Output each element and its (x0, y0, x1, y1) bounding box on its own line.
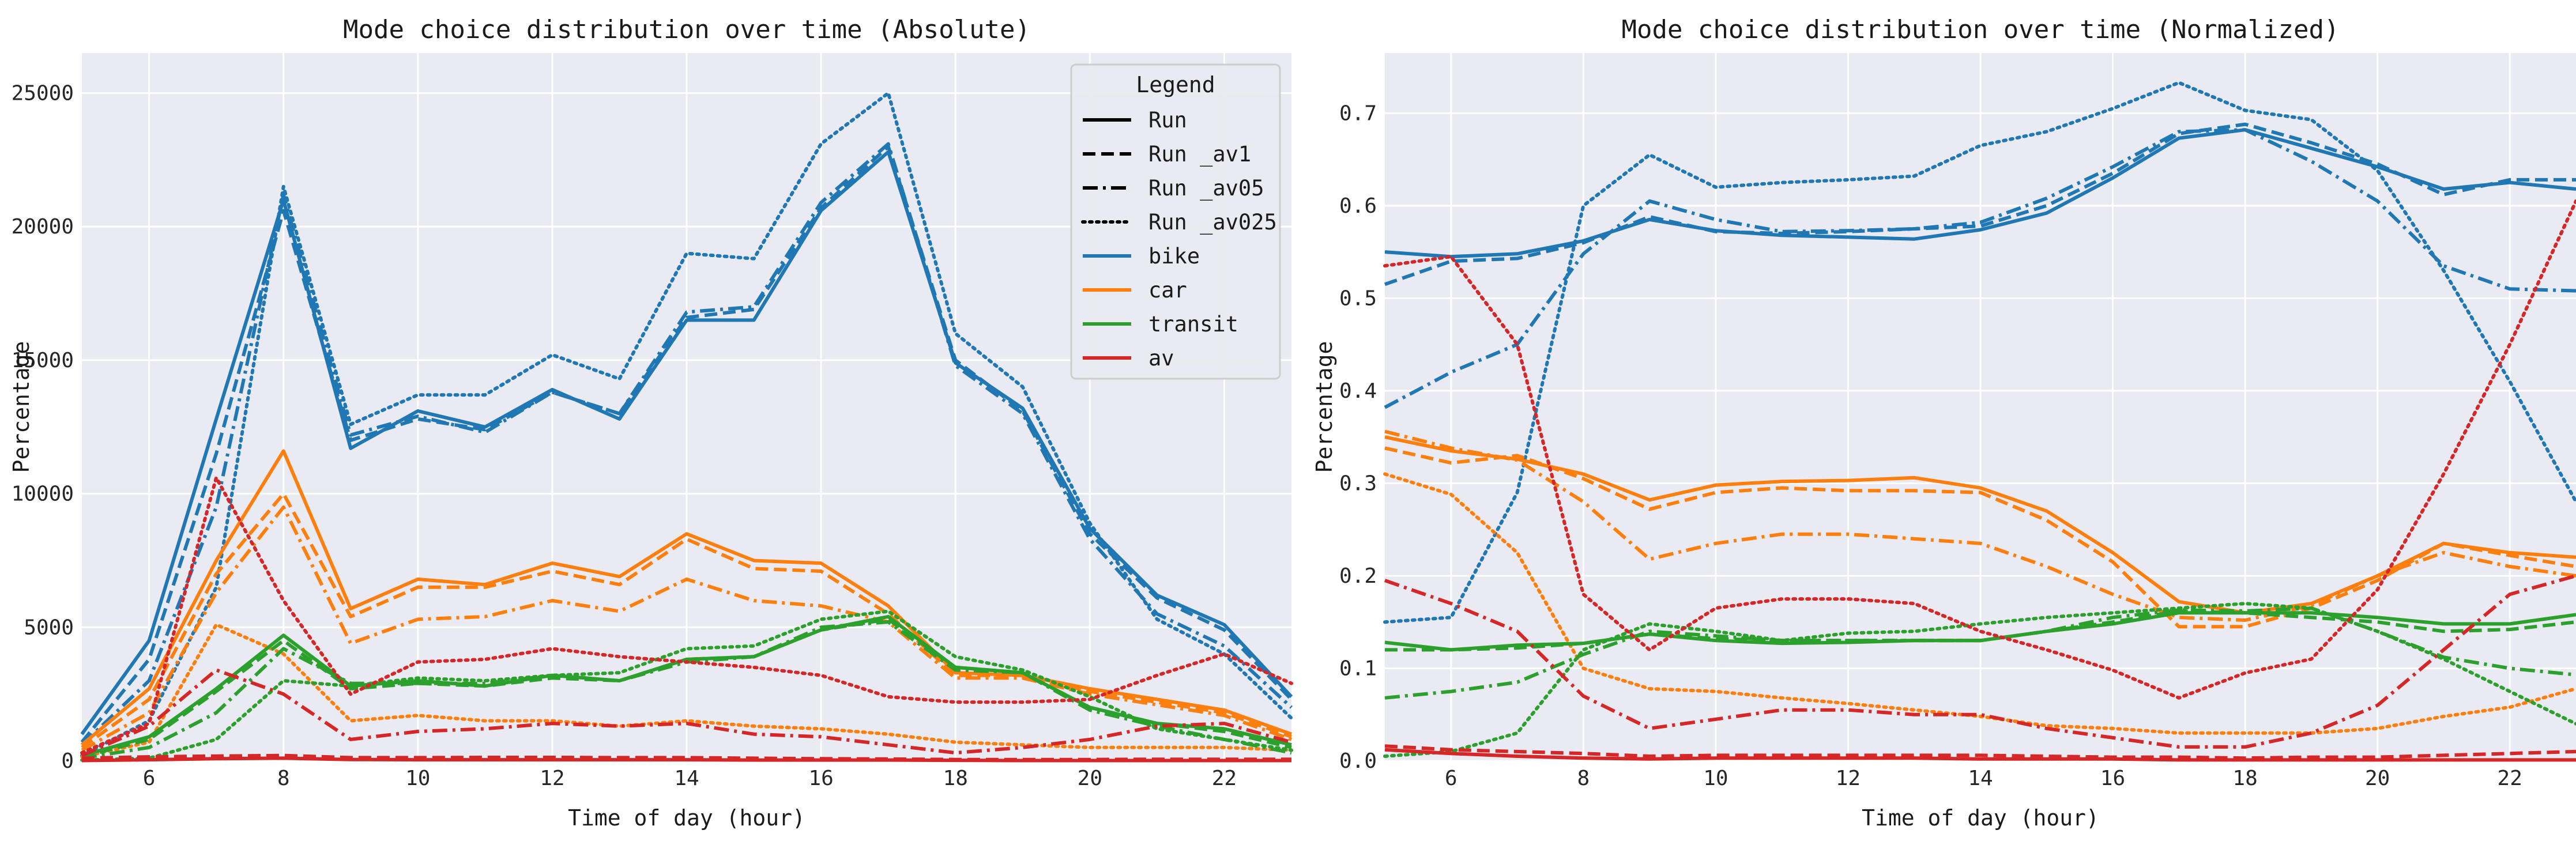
x-tick-label: 10 (1703, 767, 1728, 790)
x-tick-label: 22 (2498, 767, 2522, 790)
y-tick-label: 0.3 (1339, 471, 1377, 495)
series-line-bike-run_av1 (1384, 122, 2576, 286)
legend: Legend Run Run _av1 Run _av05 Run _av025bik… (1070, 63, 1281, 380)
x-tick-label: 6 (1445, 767, 1458, 790)
x-tick-label: 22 (1212, 767, 1237, 790)
legend-label: Run (1148, 108, 1187, 133)
series-line-transit-run_av1 (81, 617, 1292, 759)
y-tick-label: 10000 (12, 482, 74, 506)
y-tick-label: 0.2 (1339, 564, 1377, 588)
y-tick-label: 20000 (12, 215, 74, 239)
y-tick-label: 25000 (12, 82, 74, 105)
y-tick-label: 0.4 (1339, 379, 1377, 403)
series-line-bike-run_av1 (80, 145, 1293, 744)
y-tick-label: 15000 (12, 349, 74, 372)
legend-label: Run _av05 (1148, 176, 1264, 201)
series-line-av-run_av1 (1384, 744, 2576, 760)
series-line-bike-run_av05 (1384, 128, 2576, 409)
x-tick-label: 8 (277, 767, 290, 790)
legend-box (1070, 63, 1281, 380)
series-line-bike-run_av025 (80, 91, 1293, 757)
series-line-transit-run_av025 (80, 609, 1293, 762)
legend-label: transit (1148, 312, 1238, 337)
series-line-av-run_av05 (81, 668, 1292, 757)
y-tick-label: 0 (61, 749, 74, 773)
x-tick-label: 16 (2100, 767, 2125, 790)
legend-label: Run _av1 (1148, 142, 1251, 167)
series-line-car-run_av025 (80, 623, 1293, 759)
x-tick-label: 14 (674, 767, 699, 790)
series-line-car-run_av05 (81, 505, 1293, 752)
y-tick-label: 0.7 (1339, 101, 1377, 125)
chart-normalized: 6 8 10 12 14 16 18 20 22 0.0 0.1 0.2 0.3 0.4 0.5 0.6 0.7… (1312, 15, 2576, 831)
legend-label: car (1148, 278, 1187, 303)
series-line-av-run_av1 (81, 753, 1291, 761)
x-tick-label: 12 (540, 767, 564, 790)
series-line-car-run_av05 (1384, 429, 2576, 622)
x-tick-label: 18 (943, 767, 968, 790)
y-tick-label: 0.5 (1339, 286, 1377, 310)
series-line-av-run (1384, 748, 2576, 762)
x-tick-label: 14 (1968, 767, 1993, 790)
series-line-av-run_av025 (1383, 199, 2576, 700)
y-axis-label-absolute: Percentage (9, 341, 34, 473)
chart-title-normalized: Mode choice distribution over time (Norm… (1621, 15, 2339, 44)
legend-label: av (1148, 346, 1174, 371)
x-tick-label: 6 (143, 767, 156, 790)
y-tick-label: 0.6 (1339, 194, 1377, 218)
legend-title: Legend (1136, 72, 1215, 97)
x-tick-label: 20 (2365, 767, 2390, 790)
series-line-car-run_av1 (81, 492, 1293, 749)
legend-label: Run _av025 (1148, 210, 1277, 235)
series-line-av-run_av05 (1384, 574, 2576, 749)
x-tick-label: 18 (2232, 767, 2257, 790)
series-line-car-run (81, 449, 1293, 746)
y-tick-label: 0.0 (1339, 749, 1377, 773)
x-tick-label: 8 (1577, 767, 1590, 790)
y-tick-label: 0.1 (1339, 657, 1377, 680)
x-tick-label: 16 (808, 767, 833, 790)
series-line-car-run_av1 (1384, 446, 2576, 629)
x-tick-label: 20 (1078, 767, 1102, 790)
series-line-bike-run_av025 (1383, 81, 2576, 624)
legend-label: bike (1148, 244, 1200, 269)
series-line-transit-run_av025 (1383, 602, 2576, 758)
x-axis-label-normalized: Time of day (hour) (1862, 805, 2099, 831)
series-line-av-run_av025 (80, 476, 1293, 755)
y-axis-label-normalized: Percentage (1312, 341, 1337, 473)
chart-title-absolute: Mode choice distribution over time (Abso… (343, 15, 1030, 44)
x-axis-label-absolute: Time of day (hour) (568, 805, 805, 831)
chart-absolute: 6 8 10 12 14 16 18 20 22 0 5000 10000 15000 20000 2500… (9, 15, 1293, 831)
series-line-car-run_av025 (1383, 472, 2576, 735)
y-tick-label: 5000 (24, 616, 74, 639)
x-tick-label: 12 (1836, 767, 1861, 790)
x-tick-label: 10 (405, 767, 430, 790)
